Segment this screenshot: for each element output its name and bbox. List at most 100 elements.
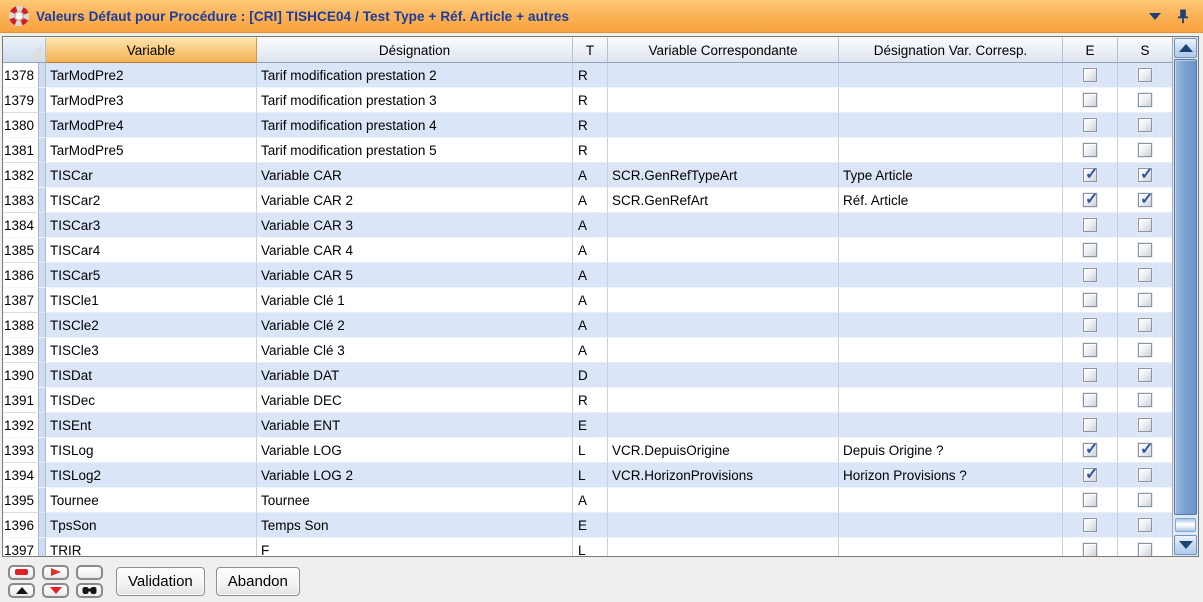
s-checkbox[interactable] — [1138, 543, 1152, 556]
variable-correspondante-cell[interactable] — [608, 363, 839, 388]
variable-correspondante-cell[interactable] — [608, 338, 839, 363]
designation-cell[interactable]: Variable LOG 2 — [257, 463, 573, 488]
type-cell[interactable]: A — [573, 313, 608, 338]
designation-var-corresp-cell[interactable] — [839, 138, 1063, 163]
variable-cell[interactable]: TRIR — [46, 538, 257, 556]
column-header-variable-correspondante[interactable]: Variable Correspondante — [608, 37, 839, 63]
validation-button[interactable]: Validation — [116, 566, 205, 596]
mini-button-red-arrow-right[interactable] — [42, 564, 69, 580]
designation-cell[interactable]: Tournee — [257, 488, 573, 513]
designation-var-corresp-cell[interactable] — [839, 513, 1063, 538]
s-checkbox[interactable] — [1138, 68, 1152, 82]
designation-var-corresp-cell[interactable] — [839, 388, 1063, 413]
e-checkbox[interactable] — [1083, 189, 1098, 209]
variable-correspondante-cell[interactable] — [608, 388, 839, 413]
type-cell[interactable]: A — [573, 213, 608, 238]
s-checkbox[interactable] — [1138, 493, 1152, 507]
s-checkbox[interactable] — [1138, 93, 1152, 107]
designation-var-corresp-cell[interactable] — [839, 488, 1063, 513]
row-number[interactable]: 1390 — [3, 363, 39, 388]
variable-cell[interactable]: TISLog — [46, 438, 257, 463]
e-checkbox[interactable] — [1083, 143, 1097, 157]
pushpin-icon[interactable] — [1177, 9, 1189, 24]
designation-var-corresp-cell[interactable] — [839, 363, 1063, 388]
e-checkbox[interactable] — [1083, 393, 1097, 407]
row-number[interactable]: 1388 — [3, 313, 39, 338]
type-cell[interactable]: E — [573, 513, 608, 538]
e-checkbox[interactable] — [1083, 68, 1097, 82]
row-number[interactable]: 1393 — [3, 438, 39, 463]
row-number[interactable]: 1397 — [3, 538, 39, 556]
variable-correspondante-cell[interactable]: VCR.HorizonProvisions — [608, 463, 839, 488]
row-number[interactable]: 1384 — [3, 213, 39, 238]
designation-var-corresp-cell[interactable]: Type Article — [839, 163, 1063, 188]
row-number[interactable]: 1386 — [3, 263, 39, 288]
s-checkbox[interactable] — [1138, 518, 1152, 532]
variable-correspondante-cell[interactable] — [608, 88, 839, 113]
variable-correspondante-cell[interactable] — [608, 263, 839, 288]
variable-correspondante-cell[interactable] — [608, 313, 839, 338]
variable-correspondante-cell[interactable] — [608, 213, 839, 238]
column-header-designation[interactable]: Désignation — [257, 37, 573, 63]
variable-cell[interactable]: TISDec — [46, 388, 257, 413]
corner-select-all[interactable] — [3, 37, 46, 63]
column-header-variable[interactable]: Variable — [46, 37, 257, 63]
designation-cell[interactable]: Variable ENT — [257, 413, 573, 438]
variable-cell[interactable]: TpsSon — [46, 513, 257, 538]
type-cell[interactable]: L — [573, 463, 608, 488]
e-checkbox[interactable] — [1083, 243, 1097, 257]
chevron-down-icon[interactable] — [1149, 12, 1161, 20]
type-cell[interactable]: L — [573, 538, 608, 556]
variable-cell[interactable]: TarModPre2 — [46, 63, 257, 88]
designation-var-corresp-cell[interactable] — [839, 313, 1063, 338]
type-cell[interactable]: R — [573, 88, 608, 113]
scrollbar-thumb[interactable] — [1174, 59, 1197, 515]
row-number[interactable]: 1389 — [3, 338, 39, 363]
type-cell[interactable]: E — [573, 413, 608, 438]
variable-cell[interactable]: TISCle1 — [46, 288, 257, 313]
designation-var-corresp-cell[interactable] — [839, 263, 1063, 288]
designation-var-corresp-cell[interactable] — [839, 88, 1063, 113]
column-header-s[interactable]: S — [1118, 37, 1172, 63]
variable-cell[interactable]: TarModPre3 — [46, 88, 257, 113]
variable-cell[interactable]: Tournee — [46, 488, 257, 513]
column-header-type[interactable]: T — [573, 37, 608, 63]
s-checkbox[interactable] — [1138, 318, 1152, 332]
row-number[interactable]: 1382 — [3, 163, 39, 188]
variable-correspondante-cell[interactable] — [608, 288, 839, 313]
variable-cell[interactable]: TarModPre5 — [46, 138, 257, 163]
type-cell[interactable]: A — [573, 238, 608, 263]
designation-cell[interactable]: Tarif modification prestation 2 — [257, 63, 573, 88]
designation-var-corresp-cell[interactable] — [839, 63, 1063, 88]
mini-button-arrow-up[interactable] — [8, 582, 35, 598]
designation-cell[interactable]: Variable CAR 5 — [257, 263, 573, 288]
row-number[interactable]: 1383 — [3, 188, 39, 213]
e-checkbox[interactable] — [1083, 268, 1097, 282]
mini-button-red-bar[interactable] — [8, 564, 35, 580]
row-number[interactable]: 1392 — [3, 413, 39, 438]
variable-correspondante-cell[interactable] — [608, 413, 839, 438]
s-checkbox[interactable] — [1138, 143, 1152, 157]
row-number[interactable]: 1396 — [3, 513, 39, 538]
column-header-designation-var-corresp[interactable]: Désignation Var. Corresp. — [839, 37, 1063, 63]
vertical-scrollbar[interactable] — [1172, 37, 1198, 556]
designation-cell[interactable]: Variable DAT — [257, 363, 573, 388]
e-checkbox[interactable] — [1083, 118, 1097, 132]
designation-cell[interactable]: Variable CAR 3 — [257, 213, 573, 238]
type-cell[interactable]: L — [573, 438, 608, 463]
designation-var-corresp-cell[interactable] — [839, 413, 1063, 438]
designation-var-corresp-cell[interactable] — [839, 288, 1063, 313]
variable-cell[interactable]: TISEnt — [46, 413, 257, 438]
variable-correspondante-cell[interactable] — [608, 488, 839, 513]
variable-correspondante-cell[interactable]: VCR.DepuisOrigine — [608, 438, 839, 463]
type-cell[interactable]: D — [573, 363, 608, 388]
s-checkbox[interactable] — [1138, 268, 1152, 282]
e-checkbox[interactable] — [1083, 164, 1098, 184]
mini-button-empty[interactable] — [76, 564, 103, 580]
e-checkbox[interactable] — [1083, 218, 1097, 232]
designation-cell[interactable]: Variable Clé 3 — [257, 338, 573, 363]
designation-var-corresp-cell[interactable] — [839, 213, 1063, 238]
s-checkbox[interactable] — [1138, 189, 1153, 209]
e-checkbox[interactable] — [1083, 418, 1097, 432]
variable-correspondante-cell[interactable]: SCR.GenRefTypeArt — [608, 163, 839, 188]
